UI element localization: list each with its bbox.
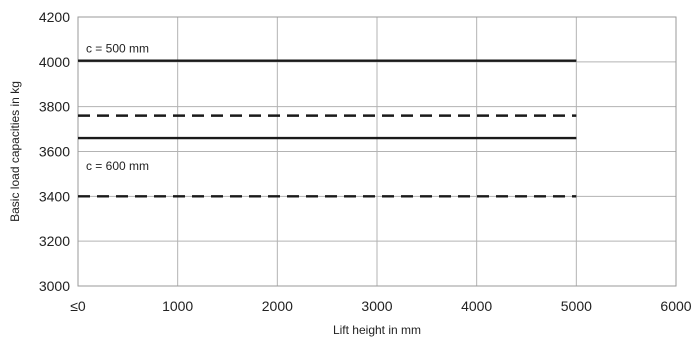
y-tick-label-5: 4000 xyxy=(39,54,70,70)
x-tick-label-3: 3000 xyxy=(361,298,392,314)
x-tick-label-0: ≤0 xyxy=(70,298,86,314)
y-tick-label-6: 4200 xyxy=(39,9,70,25)
y-axis-ticks: 3000 3200 3400 3600 3800 4000 4200 xyxy=(39,9,70,294)
annotation-0: c = 500 mm xyxy=(86,41,149,55)
annotation-1: c = 600 mm xyxy=(86,159,149,173)
x-tick-label-5: 5000 xyxy=(561,298,592,314)
y-tick-label-0: 3000 xyxy=(39,278,70,294)
y-tick-label-4: 3800 xyxy=(39,99,70,115)
x-tick-label-4: 4000 xyxy=(461,298,492,314)
y-tick-label-3: 3600 xyxy=(39,144,70,160)
x-tick-label-2: 2000 xyxy=(262,298,293,314)
x-tick-label-1: 1000 xyxy=(162,298,193,314)
grid xyxy=(77,16,677,287)
y-tick-label-2: 3400 xyxy=(39,188,70,204)
x-tick-label-6: 6000 xyxy=(660,298,691,314)
y-axis-label: Basic load capacities in kg xyxy=(8,81,22,222)
series-layer xyxy=(78,59,577,198)
plot-frame xyxy=(77,16,677,287)
annotations: c = 500 mm c = 600 mm xyxy=(86,41,149,173)
x-axis-label: Lift height in mm xyxy=(333,323,421,337)
x-axis-ticks: ≤0 1000 2000 3000 4000 5000 6000 xyxy=(70,298,692,314)
y-tick-label-1: 3200 xyxy=(39,233,70,249)
